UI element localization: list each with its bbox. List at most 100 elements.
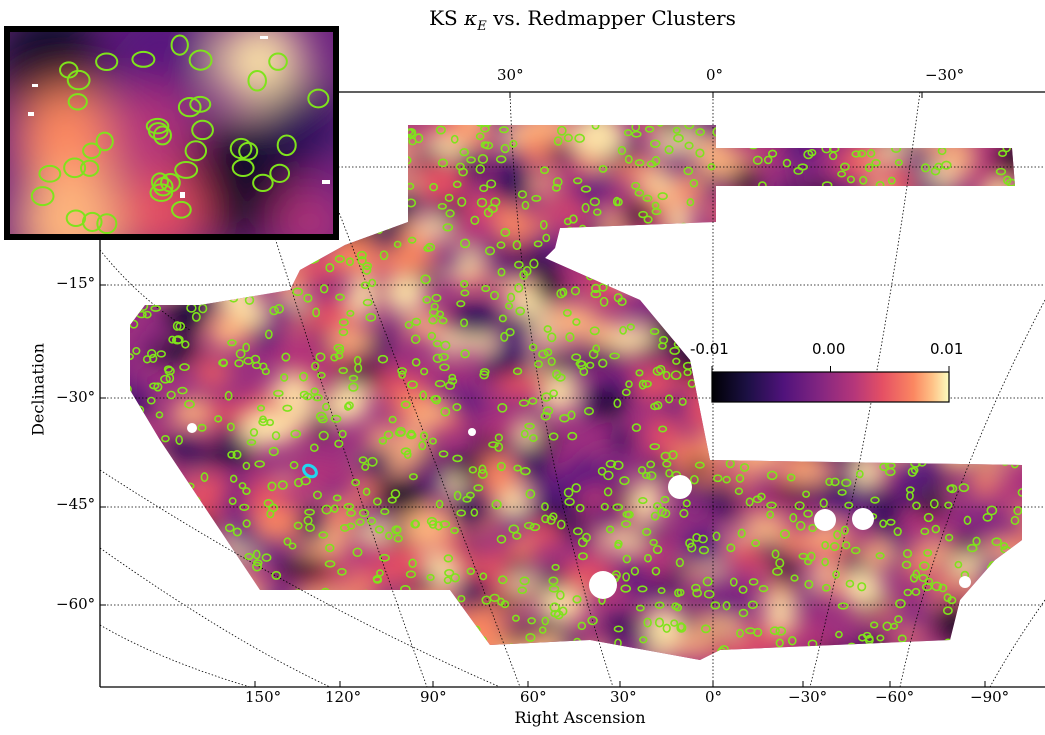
cluster-marker [250,598,260,606]
cluster-marker [859,130,870,138]
cluster-marker [1000,458,1010,466]
cluster-marker [470,508,479,517]
cluster-marker [651,566,661,576]
kappa-patch [524,446,547,488]
kappa-patch [848,193,880,221]
kappa-patch [611,562,650,591]
cluster-marker [1018,279,1022,289]
kappa-patch [308,590,358,627]
cluster-marker [866,149,876,158]
cluster-marker [252,549,261,560]
cluster-marker [227,339,237,347]
cluster-marker [735,307,747,317]
inset-cluster-marker [153,125,172,146]
cluster-marker [210,565,219,575]
cluster-marker [130,268,139,276]
cluster-marker [794,332,805,343]
kappa-patch [216,255,262,273]
cluster-marker [548,585,560,593]
cluster-marker [542,233,551,243]
cluster-marker [947,241,958,252]
kappa-patch [914,273,949,308]
cluster-marker [570,286,581,296]
cluster-marker [411,317,422,326]
cluster-marker [242,615,254,625]
cluster-marker [202,521,213,531]
kappa-patch [945,304,973,326]
inset-cluster-marker [38,164,62,183]
cluster-marker [385,531,393,540]
kappa-patch [536,588,583,620]
kappa-patch [570,125,626,158]
cluster-marker [419,431,429,441]
cluster-marker [722,475,731,484]
cluster-marker [459,148,469,157]
cluster-marker [332,494,342,502]
cluster-marker [184,399,195,409]
kappa-patch [525,176,556,195]
cluster-marker [605,459,617,468]
kappa-patch [935,225,983,243]
inset-cluster-marker [174,160,199,179]
cluster-marker [213,251,223,259]
inset-masked-region [28,112,34,116]
cluster-marker [388,415,397,424]
cluster-marker [994,368,1004,376]
masked-region [814,509,836,531]
cluster-marker [872,362,882,370]
cluster-marker [343,235,352,244]
kappa-patch [836,255,877,289]
cluster-marker [825,268,837,277]
cluster-marker [457,625,469,634]
cluster-marker [938,583,948,593]
cluster-marker [763,155,773,165]
cluster-marker [748,419,758,429]
cluster-marker [496,534,507,544]
y-tick-label: −60° [56,595,96,613]
kappa-patch [405,625,440,660]
kappa-patch [827,279,865,300]
cluster-marker [343,402,352,411]
cluster-marker [625,380,633,388]
kappa-patch [967,150,995,189]
cluster-marker [764,438,773,446]
cluster-marker [191,311,201,322]
cluster-marker [920,292,931,300]
cluster-marker [478,647,489,658]
cluster-marker [324,560,336,568]
cluster-marker [460,349,470,359]
cluster-marker [1017,488,1022,497]
cluster-marker [882,311,891,320]
kappa-patch [757,304,787,340]
cluster-marker [345,257,354,267]
cluster-marker [1006,381,1015,392]
cluster-marker [720,125,731,135]
cluster-marker [732,350,742,358]
kappa-patch [970,296,1003,314]
kappa-patch [976,629,1022,660]
x-top-tick-label: 0° [706,66,724,84]
cluster-marker [885,467,896,477]
cluster-marker [609,352,620,360]
cluster-marker [549,389,558,398]
cluster-marker [466,567,475,576]
cluster-marker [281,352,291,362]
x-tick-label: 30° [610,688,637,706]
kappa-patch [579,230,616,274]
kappa-patch [731,164,759,203]
cluster-marker [420,274,431,285]
cluster-marker [775,626,787,636]
kappa-patch [873,235,900,257]
cluster-marker [202,516,212,526]
cluster-marker [947,329,958,340]
cluster-marker [882,621,892,631]
cluster-marker [365,313,377,322]
cluster-marker [959,237,969,247]
cluster-marker [520,467,531,476]
cluster-marker [141,265,152,274]
cluster-marker [388,129,400,139]
cluster-marker [807,148,817,157]
cluster-marker [768,196,779,206]
cluster-marker [538,626,547,634]
cluster-marker [702,576,713,587]
